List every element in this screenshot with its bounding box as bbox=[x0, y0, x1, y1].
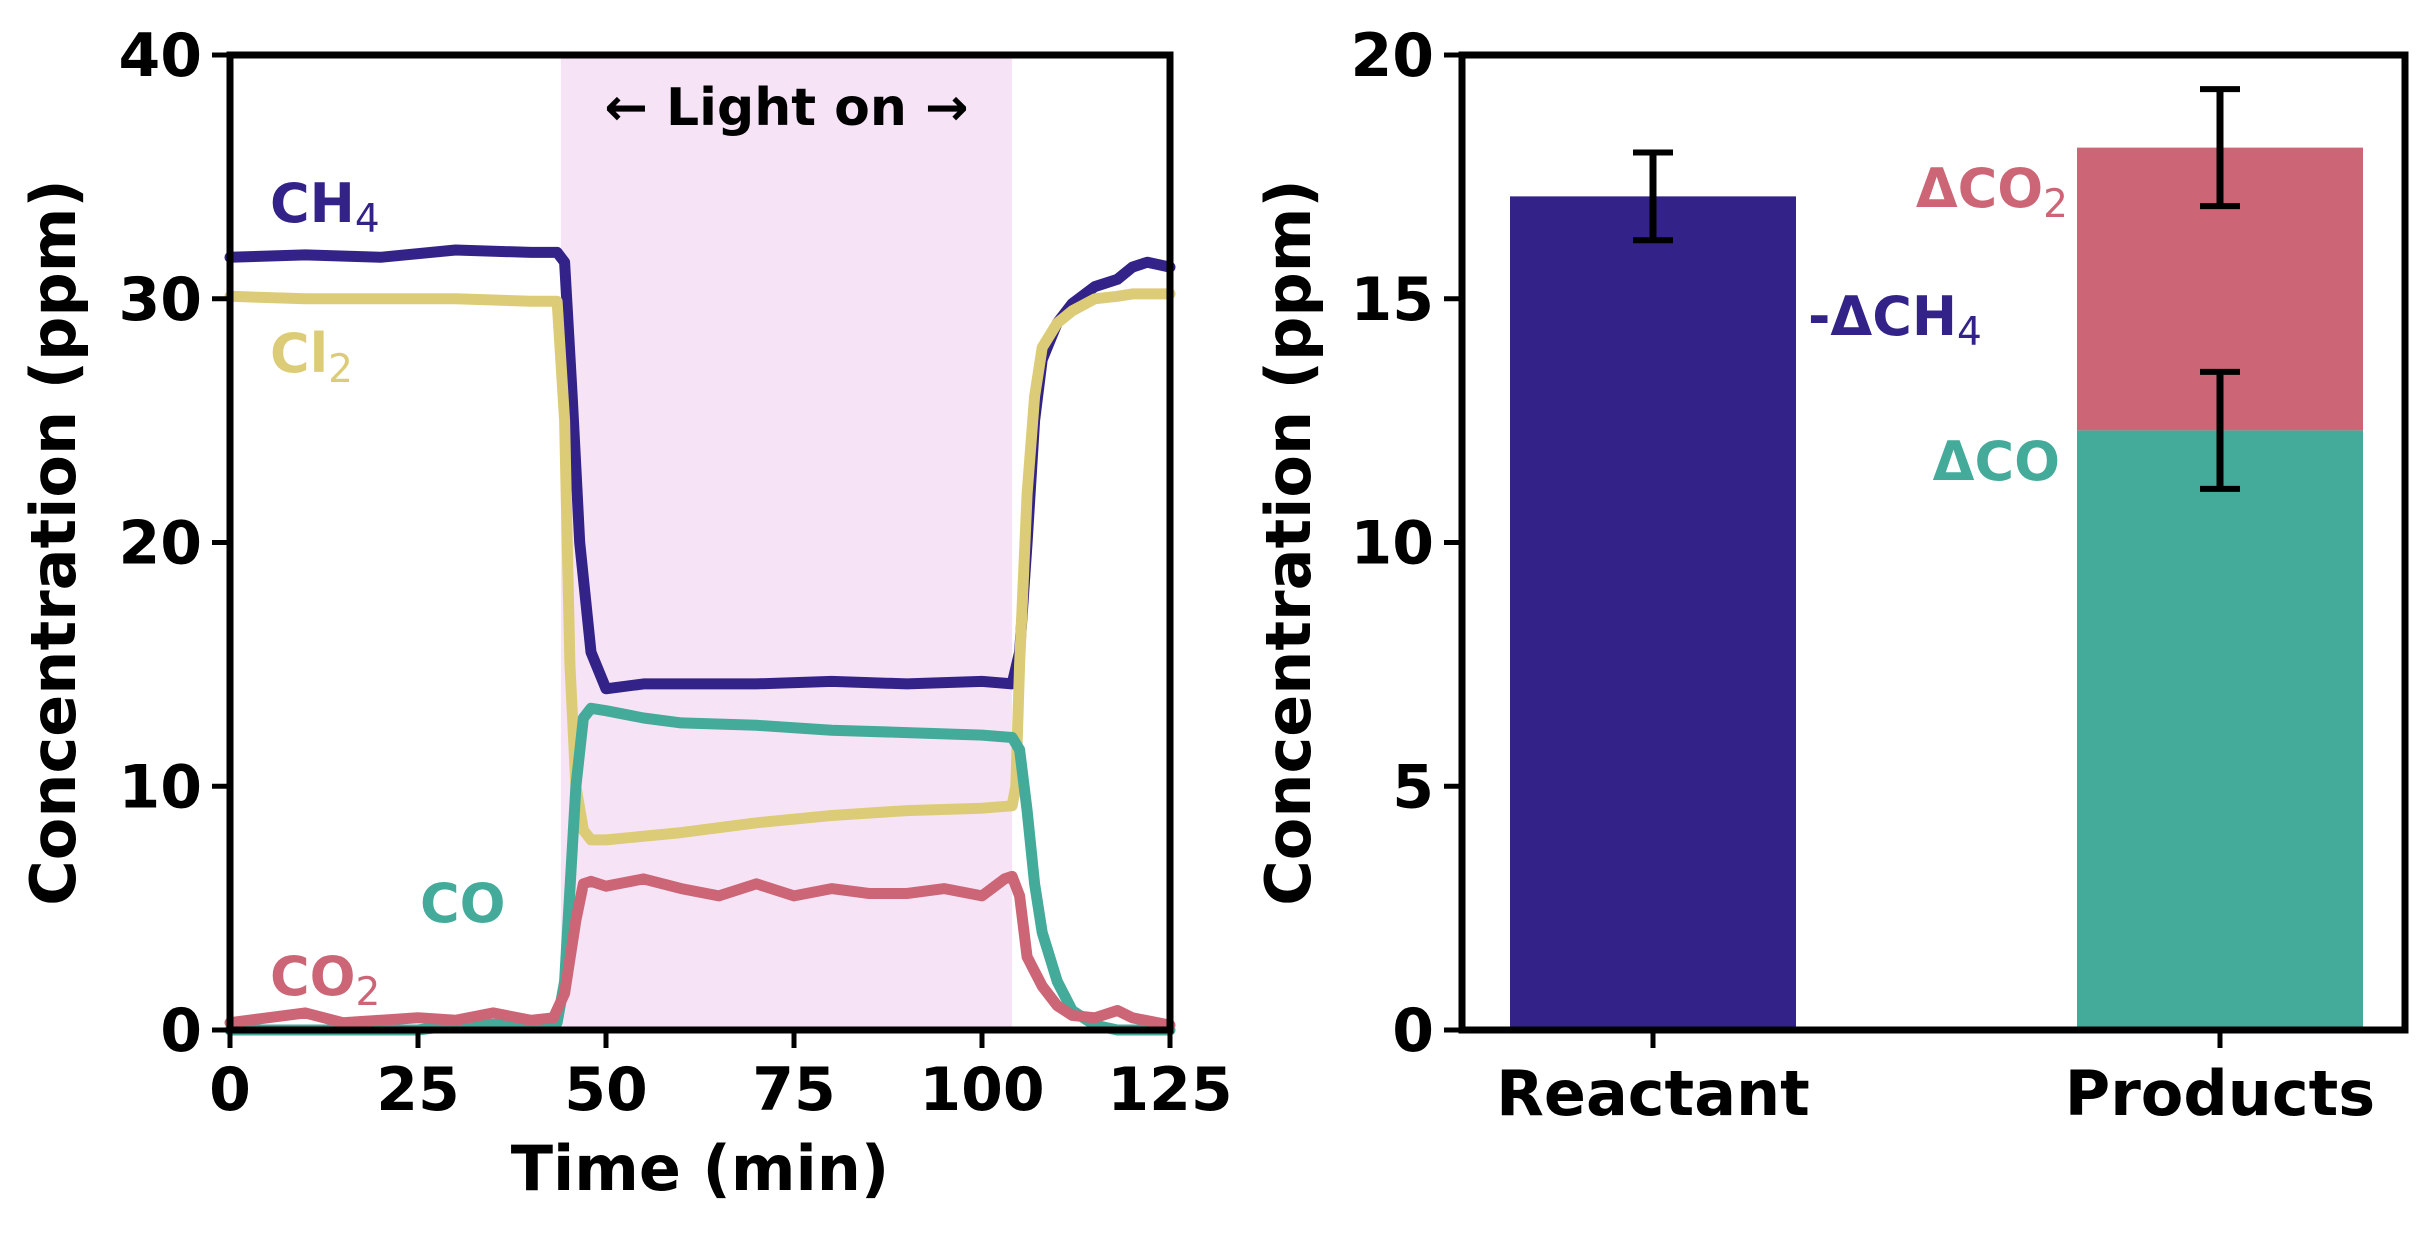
category-label: Products bbox=[2065, 1057, 2375, 1130]
x-tick-label: 25 bbox=[376, 1055, 460, 1125]
y-tick-label: 0 bbox=[160, 996, 202, 1066]
series-label-ch4: CH4 bbox=[270, 172, 380, 242]
x-tick-label: 125 bbox=[1107, 1055, 1232, 1125]
y-tick-label: 20 bbox=[119, 509, 203, 579]
x-tick-label: 0 bbox=[209, 1055, 251, 1125]
y-axis-label: Concentration (ppm) bbox=[17, 179, 90, 905]
y-tick-label: 5 bbox=[1392, 752, 1434, 822]
x-tick-label: 75 bbox=[752, 1055, 836, 1125]
y-tick-label: 0 bbox=[1392, 996, 1434, 1066]
series-label-co2: CO2 bbox=[270, 945, 380, 1015]
bar-co bbox=[2077, 430, 2363, 1030]
y-tick-label: 10 bbox=[119, 752, 203, 822]
y-tick-label: 30 bbox=[119, 265, 203, 335]
bar-chart-panel: -ΔCH4 ΔCO ΔCO2 0 5 10 15 20 Reactant Products Conc… bbox=[1252, 21, 2409, 1130]
series-line-co2 bbox=[224, 870, 1176, 1031]
y-tick-label: 15 bbox=[1351, 265, 1435, 335]
x-tick-label: 100 bbox=[919, 1055, 1044, 1125]
bar-label-co: ΔCO bbox=[1933, 430, 2060, 493]
y-tick-label: 10 bbox=[1351, 509, 1435, 579]
series-label-co: CO bbox=[420, 872, 506, 935]
light-on-region bbox=[560, 55, 1013, 1030]
series-label-cl2: Cl2 bbox=[270, 322, 353, 392]
series-line-cl2 bbox=[224, 288, 1176, 846]
bar-label-ch4: -ΔCH4 bbox=[1808, 285, 1982, 355]
light-on-label: ← Light on → bbox=[604, 78, 968, 138]
bar-ch4 bbox=[1510, 196, 1796, 1030]
time-series-panel: ← Light on → CH4 Cl2 CO CO2 0 25 50 75 100 125 0 10 2… bbox=[17, 21, 1233, 1205]
y-tick-label: 20 bbox=[1351, 21, 1435, 91]
series-line-ch4 bbox=[224, 244, 1176, 695]
x-axis-label: Time (min) bbox=[511, 1132, 889, 1205]
bar-label-co2: ΔCO2 bbox=[1916, 157, 2068, 227]
x-tick-label: 50 bbox=[564, 1055, 648, 1125]
y-axis-label: Concentration (ppm) bbox=[1252, 179, 1325, 905]
category-label: Reactant bbox=[1496, 1057, 1810, 1130]
y-tick-label: 40 bbox=[119, 21, 203, 91]
